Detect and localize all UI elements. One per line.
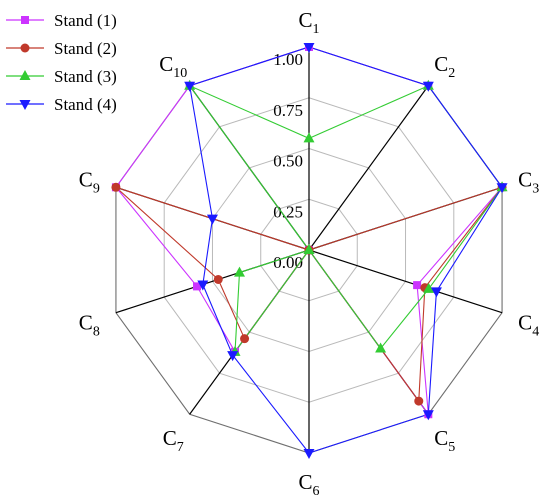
axis-label-c8: C8 bbox=[79, 310, 100, 339]
axis-label-c6: C6 bbox=[298, 470, 319, 499]
data-point-s4-c3 bbox=[496, 183, 508, 194]
radial-tick-labels: 0.00 0.25 0.50 0.75 1.00 bbox=[273, 50, 303, 272]
axis-label-c2: C2 bbox=[434, 52, 455, 81]
legend: Stand (1) Stand (2) Stand (3) Stand (4) bbox=[6, 11, 117, 114]
data-point-s3-c1 bbox=[303, 132, 315, 143]
data-point-s1-c8 bbox=[193, 282, 202, 291]
legend-label: Stand (2) bbox=[54, 39, 117, 58]
spoke-c2 bbox=[308, 85, 429, 251]
data-point-s3-c5 bbox=[375, 342, 387, 353]
legend-item-2: Stand (2) bbox=[6, 39, 117, 58]
legend-marker bbox=[21, 16, 29, 24]
legend-marker bbox=[20, 43, 30, 53]
spoke-c4 bbox=[308, 249, 503, 314]
series-line-4 bbox=[189, 46, 503, 454]
data-point-s4-c1 bbox=[303, 43, 315, 53]
data-point-s2-c5 bbox=[414, 396, 424, 406]
axis-label-c1: C1 bbox=[298, 8, 319, 37]
data-point-s4-c9 bbox=[206, 214, 218, 225]
data-point-s3-c9 bbox=[303, 244, 315, 254]
axis-label-c4: C4 bbox=[518, 310, 539, 339]
axis-label-c9: C9 bbox=[79, 168, 100, 197]
legend-label: Stand (1) bbox=[54, 11, 117, 30]
legend-marker bbox=[19, 100, 31, 110]
data-point-s4-c5 bbox=[422, 410, 434, 421]
data-point-s4-c7 bbox=[227, 351, 239, 362]
radial-tick-label: 0.25 bbox=[273, 202, 303, 221]
legend-label: Stand (3) bbox=[54, 67, 117, 86]
axis-labels: C1 C2 C3 C4 C5 C6 C7 C8 C9 C10 bbox=[79, 8, 539, 499]
data-point-s4-c4 bbox=[430, 287, 442, 298]
legend-marker bbox=[19, 70, 31, 80]
data-point-s4-c8 bbox=[197, 280, 209, 291]
legend-item-1: Stand (1) bbox=[6, 11, 117, 30]
data-point-s2-c7 bbox=[240, 334, 250, 344]
data-point-s2-c8 bbox=[213, 274, 223, 284]
axis-label-c3: C3 bbox=[518, 168, 539, 197]
data-point-s2-c9 bbox=[111, 182, 121, 192]
data-point-s3-c8 bbox=[233, 266, 245, 277]
data-point-s4-c10 bbox=[184, 81, 196, 92]
legend-item-3: Stand (3) bbox=[6, 67, 117, 86]
legend-label: Stand (4) bbox=[54, 95, 117, 114]
data-point-s1-c4 bbox=[413, 281, 422, 290]
radial-tick-label: 1.00 bbox=[273, 50, 303, 69]
radial-tick-label: 0.75 bbox=[273, 101, 303, 120]
marker-layer bbox=[111, 43, 508, 459]
radial-tick-label: 0.50 bbox=[273, 152, 303, 171]
axis-label-c10: C10 bbox=[159, 52, 187, 81]
legend-item-4: Stand (4) bbox=[6, 95, 117, 114]
axis-label-c5: C5 bbox=[434, 426, 455, 455]
axis-label-c7: C7 bbox=[163, 426, 184, 455]
data-point-s4-c6 bbox=[303, 449, 315, 459]
data-point-s3-c4 bbox=[423, 282, 435, 293]
radial-tick-label: 0.00 bbox=[273, 253, 303, 272]
data-point-s4-c2 bbox=[422, 81, 434, 92]
